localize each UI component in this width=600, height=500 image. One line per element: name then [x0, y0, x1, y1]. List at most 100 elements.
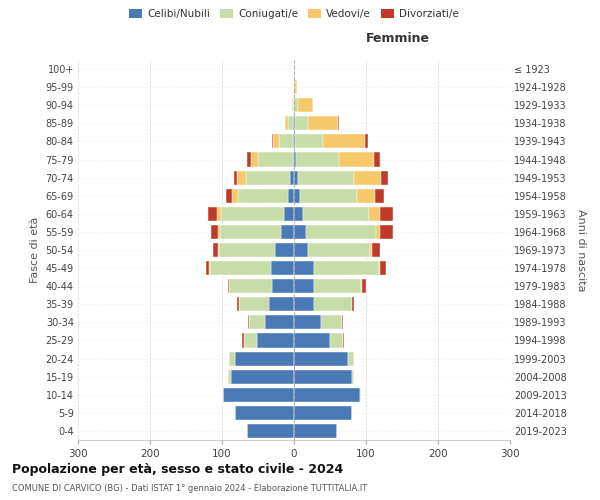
Bar: [340, 152, 374, 166]
Bar: [218, 225, 220, 239]
Bar: [219, 243, 275, 257]
Bar: [232, 188, 238, 203]
Bar: [294, 406, 352, 420]
Bar: [206, 261, 209, 275]
Bar: [314, 297, 352, 312]
Bar: [373, 243, 380, 257]
Bar: [365, 134, 368, 148]
Bar: [360, 388, 361, 402]
Bar: [242, 334, 244, 347]
Bar: [229, 279, 272, 293]
Bar: [294, 80, 295, 94]
Bar: [352, 370, 354, 384]
Text: COMUNE DI CARVICO (BG) - Dati ISTAT 1° gennaio 2024 - Elaborazione TUTTITALIA.IT: COMUNE DI CARVICO (BG) - Dati ISTAT 1° g…: [12, 484, 367, 493]
Bar: [354, 170, 381, 184]
Bar: [361, 279, 362, 293]
Bar: [271, 261, 294, 275]
Bar: [248, 316, 250, 330]
Bar: [294, 352, 348, 366]
Bar: [229, 370, 230, 384]
Bar: [294, 316, 322, 330]
Bar: [379, 261, 380, 275]
Bar: [279, 134, 293, 148]
Bar: [284, 116, 288, 130]
Bar: [269, 297, 294, 312]
Bar: [257, 334, 294, 347]
Bar: [288, 116, 293, 130]
Bar: [294, 388, 360, 402]
Bar: [244, 334, 257, 347]
Bar: [293, 116, 294, 130]
Bar: [376, 225, 380, 239]
Legend: Celibi/Nubili, Coniugati/e, Vedovi/e, Divorziati/e: Celibi/Nubili, Coniugati/e, Vedovi/e, Di…: [125, 4, 463, 23]
Bar: [246, 170, 290, 184]
Bar: [296, 152, 340, 166]
Bar: [314, 261, 379, 275]
Bar: [238, 188, 288, 203]
Bar: [294, 261, 314, 275]
Bar: [314, 279, 361, 293]
Bar: [343, 334, 344, 347]
Bar: [294, 207, 302, 221]
Bar: [362, 279, 366, 293]
Bar: [294, 98, 298, 112]
Bar: [208, 207, 217, 221]
Bar: [275, 243, 294, 257]
Bar: [294, 297, 314, 312]
Text: Femmine: Femmine: [365, 32, 430, 45]
Bar: [358, 188, 376, 203]
Bar: [220, 225, 281, 239]
Bar: [308, 243, 370, 257]
Bar: [223, 388, 294, 402]
Bar: [229, 352, 235, 366]
Bar: [273, 134, 279, 148]
Bar: [295, 134, 323, 148]
Bar: [294, 134, 295, 148]
Bar: [352, 297, 354, 312]
Bar: [258, 152, 293, 166]
Bar: [380, 261, 386, 275]
Bar: [295, 80, 297, 94]
Bar: [322, 316, 341, 330]
Bar: [305, 225, 376, 239]
Bar: [298, 98, 313, 112]
Bar: [284, 207, 294, 221]
Bar: [370, 243, 373, 257]
Bar: [272, 279, 294, 293]
Bar: [211, 225, 218, 239]
Bar: [235, 406, 294, 420]
Bar: [294, 188, 300, 203]
Bar: [302, 207, 369, 221]
Y-axis label: Anni di nascita: Anni di nascita: [577, 209, 586, 291]
Bar: [230, 370, 294, 384]
Bar: [237, 170, 246, 184]
Bar: [237, 297, 239, 312]
Bar: [247, 152, 251, 166]
Bar: [380, 207, 392, 221]
Bar: [294, 116, 295, 130]
Bar: [221, 207, 284, 221]
Bar: [293, 134, 294, 148]
Bar: [308, 116, 338, 130]
Bar: [298, 170, 354, 184]
Bar: [288, 188, 294, 203]
Bar: [226, 188, 232, 203]
Bar: [380, 225, 392, 239]
Bar: [330, 334, 343, 347]
Bar: [294, 334, 330, 347]
Bar: [293, 98, 294, 112]
Bar: [374, 152, 380, 166]
Bar: [250, 316, 265, 330]
Bar: [210, 261, 271, 275]
Bar: [300, 188, 358, 203]
Bar: [212, 243, 218, 257]
Bar: [294, 279, 314, 293]
Bar: [217, 207, 221, 221]
Bar: [294, 225, 305, 239]
Bar: [235, 352, 294, 366]
Bar: [247, 424, 294, 438]
Y-axis label: Fasce di età: Fasce di età: [30, 217, 40, 283]
Bar: [376, 188, 384, 203]
Text: Popolazione per età, sesso e stato civile - 2024: Popolazione per età, sesso e stato civil…: [12, 462, 343, 475]
Bar: [294, 424, 337, 438]
